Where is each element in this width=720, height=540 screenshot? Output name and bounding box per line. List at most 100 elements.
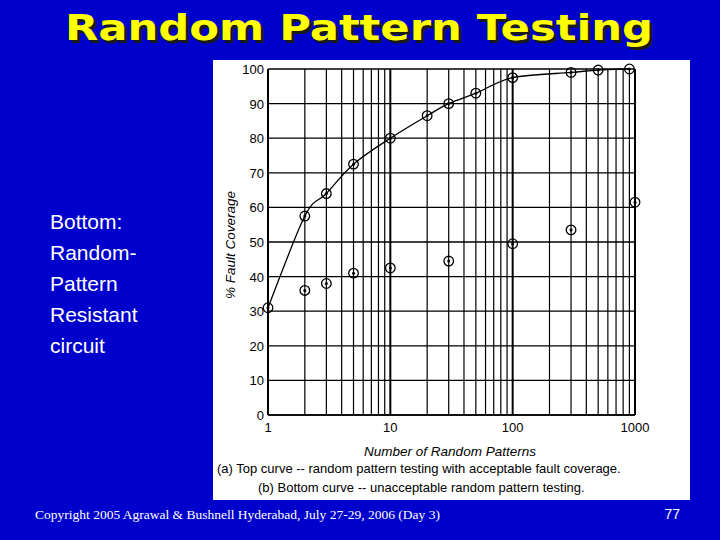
marker-ring: [508, 239, 518, 249]
x-minor-grid-line: [607, 69, 608, 415]
point: [630, 197, 640, 207]
caption: (a) Top curve -- random pattern testing …: [217, 461, 621, 476]
y-grid-line: [268, 276, 635, 277]
y-axis: [267, 69, 269, 415]
x-minor-grid-line: [304, 69, 305, 415]
marker-dot: [511, 76, 514, 79]
x-tick-label: 100: [502, 420, 524, 435]
x-minor-grid-line: [623, 69, 624, 415]
marker-dot: [325, 282, 328, 285]
marker-dot: [352, 163, 355, 166]
y-grid-line: [268, 345, 635, 346]
y-tick-label: 40: [250, 270, 264, 285]
point: [508, 239, 518, 249]
point: [444, 256, 454, 266]
x-minor-grid-line: [615, 69, 616, 415]
y-grid-line: [268, 311, 635, 312]
point: [593, 65, 603, 75]
point: [322, 279, 332, 289]
x-grid-line: [267, 69, 269, 415]
y-tick-label: 60: [250, 200, 264, 215]
marker-ring: [300, 286, 310, 296]
marker-dot: [352, 272, 355, 275]
y-tick-label: 100: [242, 62, 264, 77]
point: [444, 99, 454, 109]
x-minor-grid-line: [384, 69, 385, 415]
point: [386, 263, 396, 273]
point: [349, 159, 359, 169]
marker-ring: [322, 279, 332, 289]
side-text: Random-: [50, 241, 136, 264]
slide: Random Pattern TestingRandom Pattern Tes…: [0, 0, 720, 540]
y-grid-line: [268, 380, 635, 381]
marker-dot: [447, 260, 450, 263]
y-tick-label: 90: [250, 97, 264, 112]
point: [349, 268, 359, 278]
chart-panel: [213, 60, 690, 500]
marker-dot: [389, 137, 392, 140]
marker-dot: [570, 71, 573, 74]
marker-ring: [444, 99, 454, 109]
x-minor-grid-line: [448, 69, 449, 415]
y-tick-label: 50: [250, 235, 264, 250]
x-minor-grid-line: [326, 69, 327, 415]
x-minor-grid-line: [500, 69, 501, 415]
point: [566, 225, 576, 235]
marker-ring: [593, 65, 603, 75]
marker-dot: [426, 114, 429, 117]
y-tick-label: 0: [257, 408, 264, 423]
footer: Copyright 2005 Agrawal & Bushnell Hydera…: [35, 507, 440, 522]
x-minor-grid-line: [353, 69, 354, 415]
side-text: Bottom:: [50, 210, 122, 233]
y-tick-label: 20: [250, 339, 264, 354]
marker-dot: [303, 289, 306, 292]
marker-ring: [322, 189, 332, 199]
x-minor-grid-line: [475, 69, 476, 415]
marker-dot: [634, 201, 637, 204]
x-tick-label: 1000: [621, 420, 650, 435]
y-tick-label: 30: [250, 304, 264, 319]
point: [422, 111, 432, 121]
marker-ring: [349, 268, 359, 278]
point: [386, 133, 396, 143]
marker-ring: [471, 88, 481, 98]
marker-dot: [597, 69, 600, 72]
x-minor-grid-line: [598, 69, 599, 415]
marks: [263, 64, 640, 312]
y-grid-line: [268, 241, 635, 242]
caption: (b) Bottom curve -- unacceptable random …: [258, 480, 585, 495]
x-minor-grid-line: [378, 69, 379, 415]
side-text: circuit: [50, 334, 105, 357]
marker-ring: [349, 159, 359, 169]
grid: [268, 69, 635, 415]
marker-dot: [389, 266, 392, 269]
point: [625, 64, 635, 74]
marker-dot: [628, 68, 631, 71]
x-tick-label: 1: [264, 420, 271, 435]
marker-ring: [263, 303, 273, 313]
marker-dot: [303, 215, 306, 218]
point: [300, 211, 310, 221]
marker-ring: [386, 133, 396, 143]
point: [508, 73, 518, 83]
y-grid-line: [268, 207, 635, 208]
series-line: [268, 69, 629, 308]
x-minor-grid-line: [629, 69, 630, 415]
marker-dot: [474, 92, 477, 95]
x-axis-label: Number of Random Patterns: [364, 444, 536, 459]
x-tick-label: 10: [383, 420, 397, 435]
marker-ring: [508, 73, 518, 83]
x-minor-grid-line: [463, 69, 464, 415]
marker-dot: [267, 306, 270, 309]
y-axis-label: % Fault Coverage: [223, 191, 238, 299]
x-grid-line: [512, 69, 514, 415]
marker-dot: [570, 228, 573, 231]
marker-ring: [386, 263, 396, 273]
x-minor-grid-line: [363, 69, 364, 415]
marker-ring: [566, 68, 576, 78]
y-grid-line: [268, 138, 635, 139]
y-tick-label: 10: [250, 373, 264, 388]
y-tick-label: 70: [250, 166, 264, 181]
point: [322, 189, 332, 199]
x-minor-grid-line: [570, 69, 571, 415]
